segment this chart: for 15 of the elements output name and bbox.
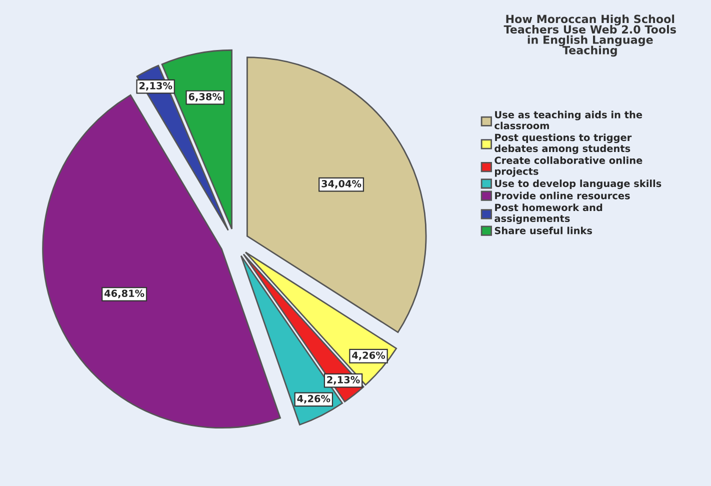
legend-label: Use to develop language skills [495, 180, 662, 190]
data-label: 2,13% [327, 376, 360, 385]
data-label: 2,13% [140, 82, 172, 91]
data-label: 6,38% [188, 92, 222, 102]
legend-label: Use as teaching aids in the classroom [494, 110, 642, 130]
legend-label: Post questions to trigger debates among students [494, 134, 632, 154]
data-label: 46,81% [104, 290, 144, 298]
chart-title: How Moroccan High School Teachers Use Web 2.0 Tools in English Language Teaching [504, 14, 676, 57]
legend-label: Provide online resources [495, 192, 630, 200]
legend-label: Share useful links [494, 226, 592, 234]
legend-label: Post homework and assignements [494, 204, 602, 224]
data-label: 4,26% [297, 394, 330, 404]
legend-label: Create collaborative online projects [494, 156, 642, 177]
data-label: 34,04% [322, 180, 362, 189]
data-label: 4,26% [352, 352, 386, 360]
